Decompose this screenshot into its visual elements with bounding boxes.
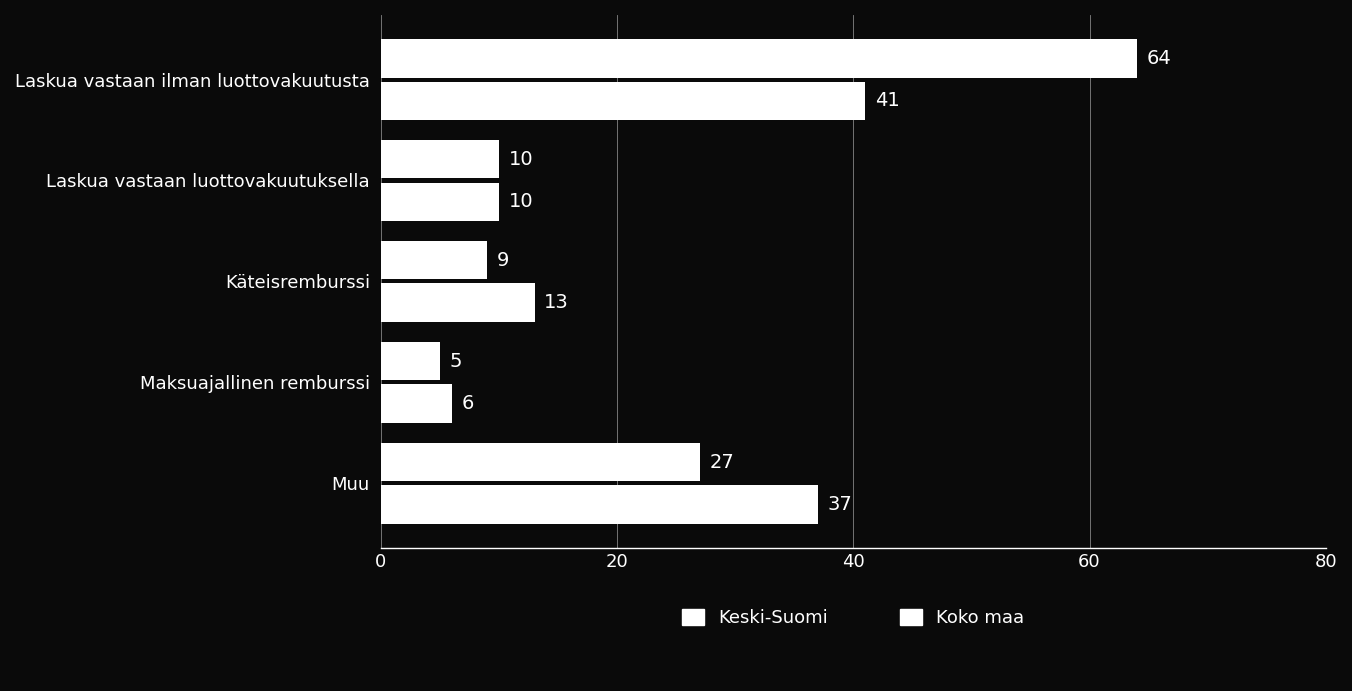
Text: 37: 37	[827, 495, 852, 514]
Text: 10: 10	[508, 150, 533, 169]
Legend: Keski-Suomi, Koko maa: Keski-Suomi, Koko maa	[675, 602, 1032, 634]
Text: 41: 41	[875, 91, 899, 111]
Bar	[381, 384, 452, 423]
Text: 9: 9	[496, 251, 510, 269]
Bar	[381, 82, 865, 120]
Bar	[381, 140, 499, 178]
Text: 27: 27	[710, 453, 734, 471]
Bar	[381, 241, 487, 279]
Text: 5: 5	[449, 352, 462, 370]
Text: 6: 6	[461, 394, 473, 413]
Text: 13: 13	[544, 293, 569, 312]
Bar	[381, 342, 439, 380]
Bar	[381, 39, 1137, 77]
Text: 10: 10	[508, 192, 533, 211]
Bar	[381, 485, 818, 524]
Bar	[381, 182, 499, 221]
Bar	[381, 283, 534, 322]
Bar	[381, 443, 700, 481]
Text: 64: 64	[1146, 49, 1171, 68]
